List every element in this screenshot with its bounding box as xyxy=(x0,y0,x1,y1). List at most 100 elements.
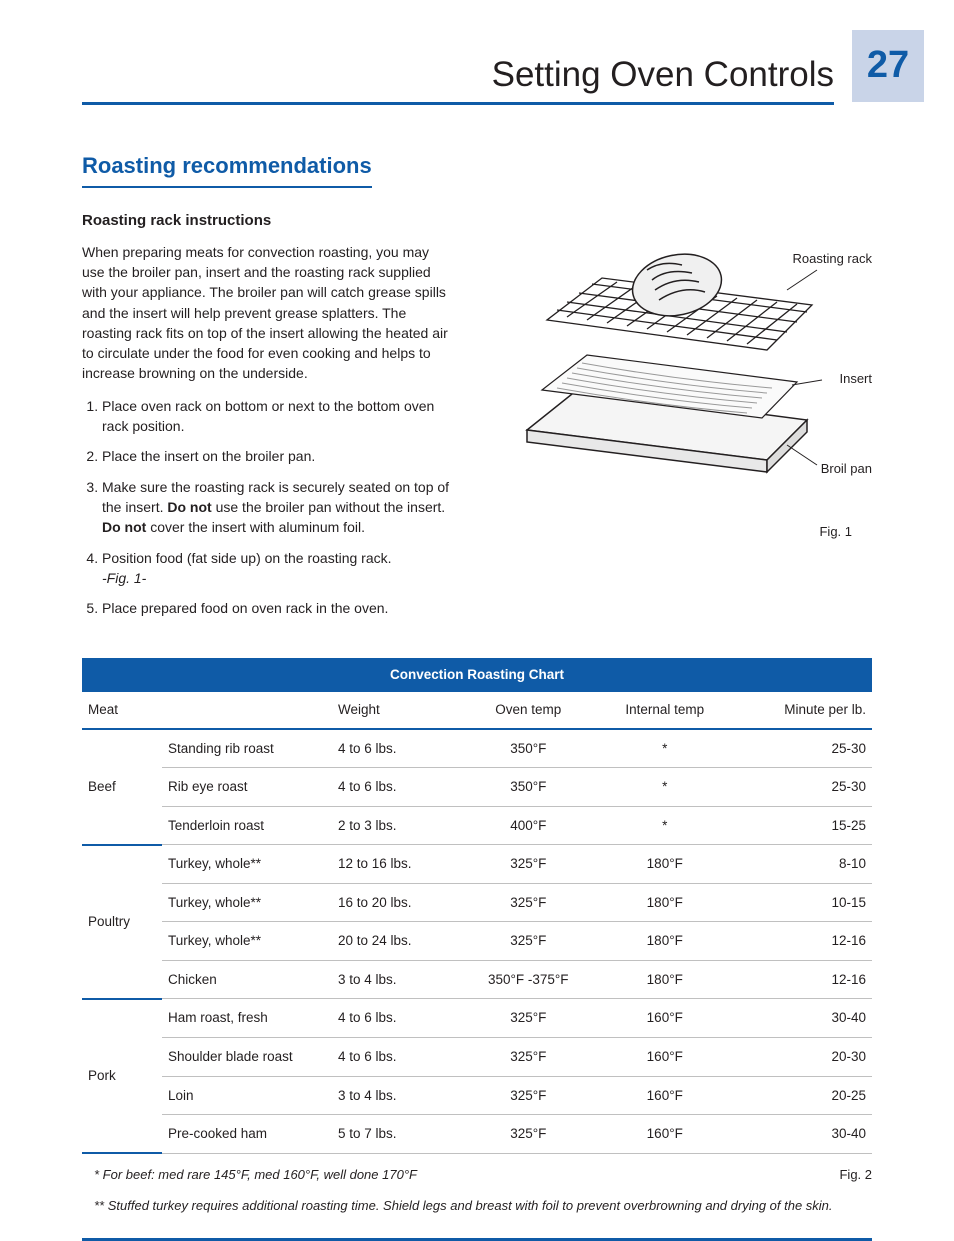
table-cell: 325°F xyxy=(459,999,597,1038)
roasting-chart-table: Convection Roasting Chart Meat Weight Ov… xyxy=(82,658,872,1154)
table-cell: 12 to 16 lbs. xyxy=(332,845,459,884)
table-cell: Turkey, whole** xyxy=(162,922,332,961)
label-insert: Insert xyxy=(839,370,872,389)
table-cell: Turkey, whole** xyxy=(162,883,332,922)
table-cell: 5 to 7 lbs. xyxy=(332,1115,459,1154)
table-cell: 350°F -375°F xyxy=(459,960,597,999)
table-cell: 10-15 xyxy=(732,883,872,922)
table-row: Loin3 to 4 lbs.325°F160°F20-25 xyxy=(82,1076,872,1115)
table-cell: 16 to 20 lbs. xyxy=(332,883,459,922)
right-column: Roasting rack Insert Broil pan Fig. 1 xyxy=(482,210,872,629)
table-cell: 2 to 3 lbs. xyxy=(332,806,459,845)
table-cell: 8-10 xyxy=(732,845,872,884)
table-cell: 180°F xyxy=(597,960,732,999)
instruction-list: Place oven rack on bottom or next to the… xyxy=(82,396,452,619)
table-cell: 3 to 4 lbs. xyxy=(332,960,459,999)
page-number: 27 xyxy=(867,38,909,93)
table-cell: 160°F xyxy=(597,1038,732,1077)
label-rack: Roasting rack xyxy=(793,250,872,269)
table-cell: 160°F xyxy=(597,1115,732,1154)
left-column: Roasting rack instructions When preparin… xyxy=(82,210,452,629)
table-cell: 400°F xyxy=(459,806,597,845)
col-meat: Meat xyxy=(82,692,162,729)
table-row: Chicken3 to 4 lbs.350°F -375°F180°F12-16 xyxy=(82,960,872,999)
figure-1: Roasting rack Insert Broil pan Fig. 1 xyxy=(482,210,872,542)
table-cell: Rib eye roast xyxy=(162,768,332,807)
table-cell: 325°F xyxy=(459,1038,597,1077)
table-cell: 4 to 6 lbs. xyxy=(332,729,459,768)
page-title: Setting Oven Controls xyxy=(492,50,834,101)
table-row: Turkey, whole**16 to 20 lbs.325°F180°F10… xyxy=(82,883,872,922)
table-cell: 15-25 xyxy=(732,806,872,845)
table-cell: 3 to 4 lbs. xyxy=(332,1076,459,1115)
table-cell: Shoulder blade roast xyxy=(162,1038,332,1077)
table-cell: 20 to 24 lbs. xyxy=(332,922,459,961)
table-row: Shoulder blade roast4 to 6 lbs.325°F160°… xyxy=(82,1038,872,1077)
meat-category: Pork xyxy=(82,999,162,1153)
table-cell: 325°F xyxy=(459,1076,597,1115)
table-cell: Loin xyxy=(162,1076,332,1115)
bottom-rule xyxy=(82,1238,872,1241)
table-cell: 30-40 xyxy=(732,1115,872,1154)
table-cell: 4 to 6 lbs. xyxy=(332,768,459,807)
col-internal: Internal temp xyxy=(597,692,732,729)
top-rule xyxy=(82,102,834,105)
meat-category: Poultry xyxy=(82,845,162,999)
table-cell: Ham roast, fresh xyxy=(162,999,332,1038)
table-cell: * xyxy=(597,806,732,845)
footnote-2: ** Stuffed turkey requires additional ro… xyxy=(82,1197,872,1216)
table-cell: 325°F xyxy=(459,1115,597,1154)
meat-category: Beef xyxy=(82,729,162,845)
table-title-row: Convection Roasting Chart xyxy=(82,658,872,692)
table-cell: 25-30 xyxy=(732,768,872,807)
instruction-step: Place prepared food on oven rack in the … xyxy=(102,598,452,618)
table-row: PorkHam roast, fresh4 to 6 lbs.325°F160°… xyxy=(82,999,872,1038)
section-title: Roasting recommendations xyxy=(82,150,372,188)
col-mpl: Minute per lb. xyxy=(732,692,872,729)
table-cell: 4 to 6 lbs. xyxy=(332,1038,459,1077)
fig2-caption: Fig. 2 xyxy=(839,1166,872,1185)
table-cell: 180°F xyxy=(597,883,732,922)
instruction-step: Place the insert on the broiler pan. xyxy=(102,446,452,466)
table-cell: 12-16 xyxy=(732,960,872,999)
table-row: Pre-cooked ham5 to 7 lbs.325°F160°F30-40 xyxy=(82,1115,872,1154)
page-number-box: 27 xyxy=(852,30,924,102)
table-row: Rib eye roast4 to 6 lbs.350°F*25-30 xyxy=(82,768,872,807)
table-cell: 325°F xyxy=(459,845,597,884)
table-cell: Chicken xyxy=(162,960,332,999)
table-header-row: Meat Weight Oven temp Internal temp Minu… xyxy=(82,692,872,729)
table-cell: 160°F xyxy=(597,1076,732,1115)
table-cell: 160°F xyxy=(597,999,732,1038)
table-cell: 325°F xyxy=(459,922,597,961)
table-cell: Pre-cooked ham xyxy=(162,1115,332,1154)
table-cell: 350°F xyxy=(459,768,597,807)
table-row: Turkey, whole**20 to 24 lbs.325°F180°F12… xyxy=(82,922,872,961)
col-weight: Weight xyxy=(332,692,459,729)
body-text: When preparing meats for convection roas… xyxy=(82,242,452,384)
table-cell: 325°F xyxy=(459,883,597,922)
table-cell: 350°F xyxy=(459,729,597,768)
footnote-1: * For beef: med rare 145°F, med 160°F, w… xyxy=(82,1166,872,1185)
table-cell: Standing rib roast xyxy=(162,729,332,768)
col-blank xyxy=(162,692,332,729)
table-row: Tenderloin roast2 to 3 lbs.400°F*15-25 xyxy=(82,806,872,845)
instruction-step: Make sure the roasting rack is securely … xyxy=(102,477,452,538)
table-row: PoultryTurkey, whole**12 to 16 lbs.325°F… xyxy=(82,845,872,884)
table-cell: 180°F xyxy=(597,922,732,961)
table-cell: 180°F xyxy=(597,845,732,884)
instruction-step: Position food (fat side up) on the roast… xyxy=(102,548,452,589)
table-cell: 20-25 xyxy=(732,1076,872,1115)
table-cell: 4 to 6 lbs. xyxy=(332,999,459,1038)
table-cell: Turkey, whole** xyxy=(162,845,332,884)
table-cell: 20-30 xyxy=(732,1038,872,1077)
subheading: Roasting rack instructions xyxy=(82,210,452,232)
table-title: Convection Roasting Chart xyxy=(82,658,872,692)
table-cell: * xyxy=(597,729,732,768)
table-cell: 25-30 xyxy=(732,729,872,768)
content-area: Roasting recommendations Roasting rack i… xyxy=(82,150,872,1241)
table-cell: 12-16 xyxy=(732,922,872,961)
table-row: BeefStanding rib roast4 to 6 lbs.350°F*2… xyxy=(82,729,872,768)
col-oven: Oven temp xyxy=(459,692,597,729)
instruction-step: Place oven rack on bottom or next to the… xyxy=(102,396,452,437)
fig1-caption: Fig. 1 xyxy=(482,523,872,542)
